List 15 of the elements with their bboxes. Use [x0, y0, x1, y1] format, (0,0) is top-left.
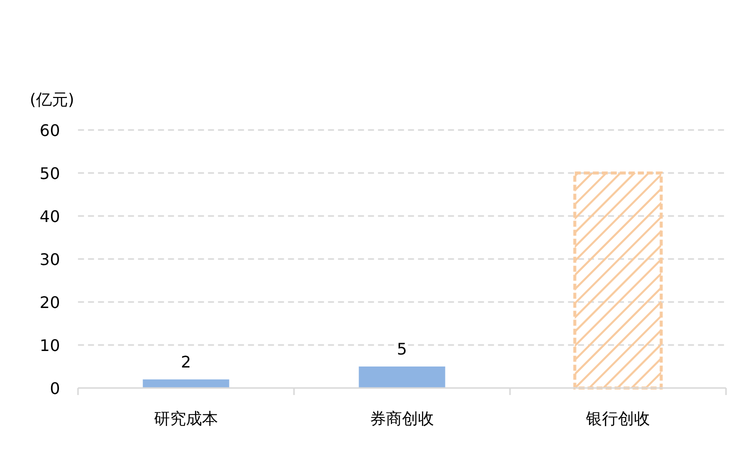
data-label: 2 — [180, 352, 192, 372]
y-axis-title: (亿元) — [30, 90, 74, 109]
x-tick-label: 银行创收 — [585, 409, 650, 428]
y-tick-label: 50 — [40, 164, 60, 183]
y-tick-label: 60 — [40, 121, 60, 140]
data-label: 5 — [396, 340, 408, 358]
y-tick-label: 10 — [40, 336, 60, 355]
y-tick-label: 20 — [40, 293, 60, 312]
x-tick-label: 研究成本 — [154, 409, 218, 428]
x-tick-label: 券商创收 — [370, 409, 434, 428]
bar — [358, 366, 446, 388]
y-tick-label: 30 — [40, 250, 60, 269]
y-tick-label: 40 — [40, 207, 60, 226]
bar — [142, 379, 230, 388]
y-tick-label: 0 — [50, 379, 60, 398]
